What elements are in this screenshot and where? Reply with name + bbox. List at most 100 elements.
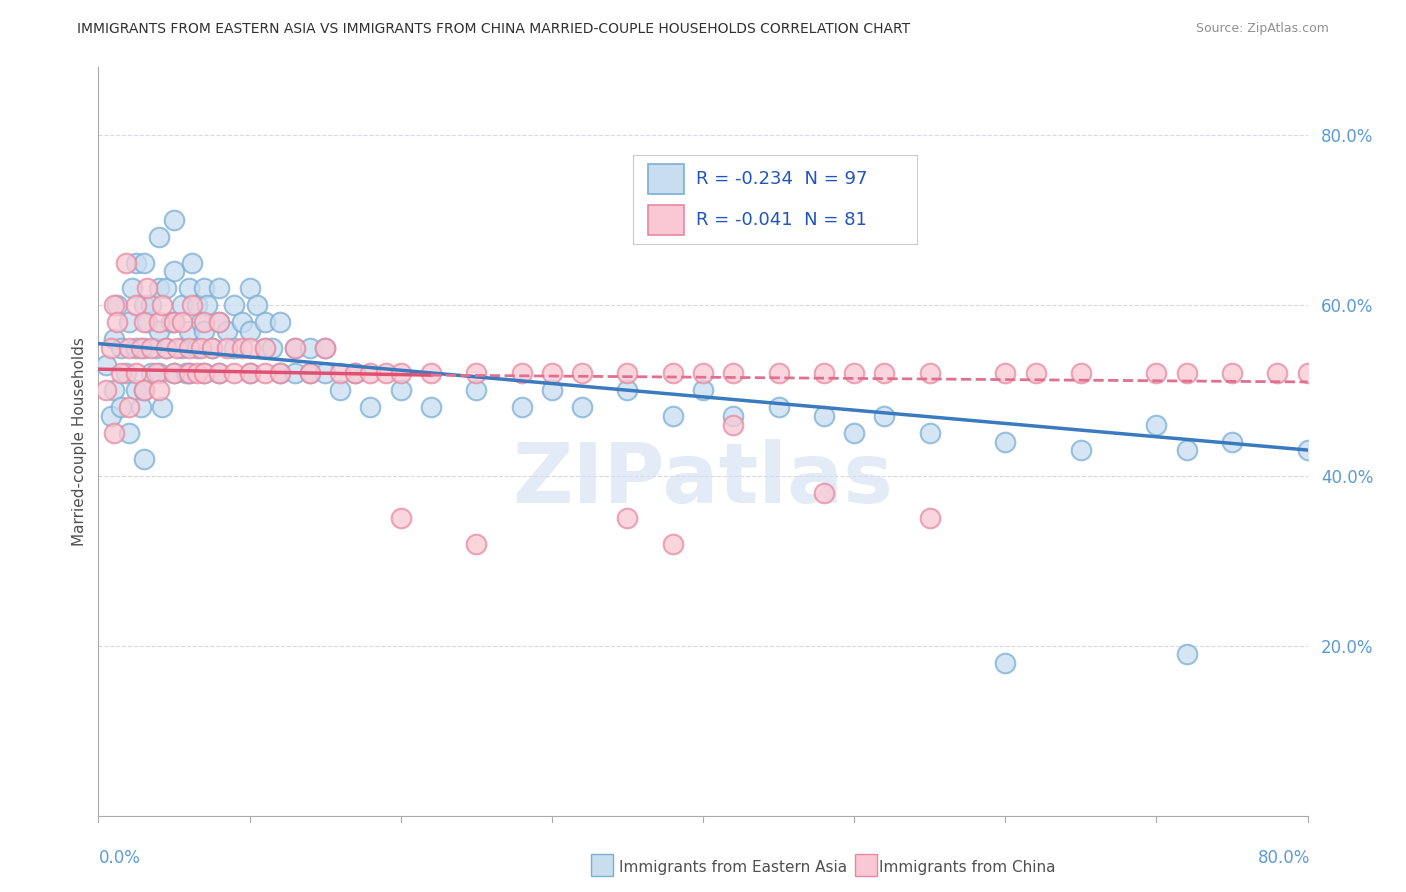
Point	[389, 384, 412, 398]
Point	[540, 367, 562, 381]
Point	[768, 401, 790, 415]
Point	[374, 367, 396, 381]
Text: 80.0%: 80.0%	[1258, 849, 1310, 867]
Point	[299, 367, 322, 381]
Point	[118, 401, 141, 415]
Point	[193, 367, 215, 381]
Point	[661, 367, 683, 381]
Point	[360, 401, 382, 415]
Point	[181, 256, 204, 270]
Y-axis label: Married-couple Households: Married-couple Households	[72, 337, 87, 546]
Point	[918, 511, 941, 525]
Point	[692, 384, 714, 398]
Point	[269, 367, 291, 381]
Text: R = -0.041  N = 81: R = -0.041 N = 81	[696, 211, 866, 229]
Point	[1296, 367, 1319, 381]
Point	[1220, 434, 1243, 449]
Point	[179, 281, 201, 295]
Point	[110, 341, 132, 355]
Point	[314, 367, 336, 381]
Point	[103, 384, 125, 398]
Point	[174, 367, 197, 381]
Point	[994, 434, 1017, 449]
Point	[201, 341, 224, 355]
Point	[1267, 367, 1289, 381]
Point	[160, 315, 183, 329]
FancyBboxPatch shape	[648, 205, 685, 235]
Point	[692, 367, 714, 381]
Point	[510, 401, 533, 415]
Point	[1070, 367, 1092, 381]
Point	[150, 298, 173, 312]
Point	[269, 315, 291, 329]
Bar	[591, 854, 613, 876]
Point	[344, 367, 367, 381]
Point	[360, 367, 382, 381]
Point	[118, 341, 141, 355]
Point	[208, 315, 231, 329]
Point	[163, 213, 186, 227]
Point	[918, 367, 941, 381]
Point	[813, 409, 835, 423]
Point	[125, 298, 148, 312]
Point	[135, 315, 157, 329]
Point	[239, 281, 262, 295]
Point	[239, 367, 262, 381]
Point	[141, 367, 163, 381]
Point	[253, 341, 276, 355]
Point	[208, 281, 231, 295]
Point	[94, 358, 117, 372]
Point	[224, 341, 246, 355]
Point	[873, 409, 896, 423]
Point	[181, 298, 204, 312]
Point	[186, 367, 208, 381]
Point	[132, 451, 155, 466]
Point	[125, 367, 148, 381]
Point	[155, 341, 177, 355]
Point	[284, 341, 307, 355]
Point	[148, 367, 170, 381]
Text: R = -0.234  N = 97: R = -0.234 N = 97	[696, 170, 868, 188]
Point	[299, 341, 322, 355]
Point	[329, 384, 352, 398]
Point	[110, 367, 132, 381]
Point	[103, 298, 125, 312]
Text: IMMIGRANTS FROM EASTERN ASIA VS IMMIGRANTS FROM CHINA MARRIED-COUPLE HOUSEHOLDS : IMMIGRANTS FROM EASTERN ASIA VS IMMIGRAN…	[77, 22, 911, 37]
Point	[465, 537, 488, 551]
Point	[540, 384, 562, 398]
Point	[148, 324, 170, 338]
Point	[100, 341, 122, 355]
Point	[1175, 443, 1198, 458]
Point	[231, 341, 253, 355]
Point	[1024, 367, 1046, 381]
Point	[141, 341, 163, 355]
Point	[125, 341, 148, 355]
Point	[224, 367, 246, 381]
Point	[179, 367, 201, 381]
Point	[118, 425, 141, 440]
Point	[103, 332, 125, 346]
Point	[420, 401, 443, 415]
Point	[132, 298, 155, 312]
Point	[170, 315, 193, 329]
Point	[314, 341, 336, 355]
Point	[918, 425, 941, 440]
Point	[190, 315, 212, 329]
Point	[284, 367, 307, 381]
Point	[166, 341, 188, 355]
Point	[132, 384, 155, 398]
Point	[1144, 417, 1167, 432]
Text: Source: ZipAtlas.com: Source: ZipAtlas.com	[1195, 22, 1329, 36]
Point	[195, 298, 218, 312]
Text: Immigrants from China: Immigrants from China	[879, 860, 1056, 874]
Point	[661, 537, 683, 551]
Point	[389, 367, 412, 381]
Point	[105, 315, 128, 329]
Point	[768, 367, 790, 381]
Point	[465, 384, 488, 398]
Point	[1175, 367, 1198, 381]
Point	[208, 367, 231, 381]
Point	[148, 230, 170, 244]
Point	[163, 367, 186, 381]
Point	[163, 367, 186, 381]
